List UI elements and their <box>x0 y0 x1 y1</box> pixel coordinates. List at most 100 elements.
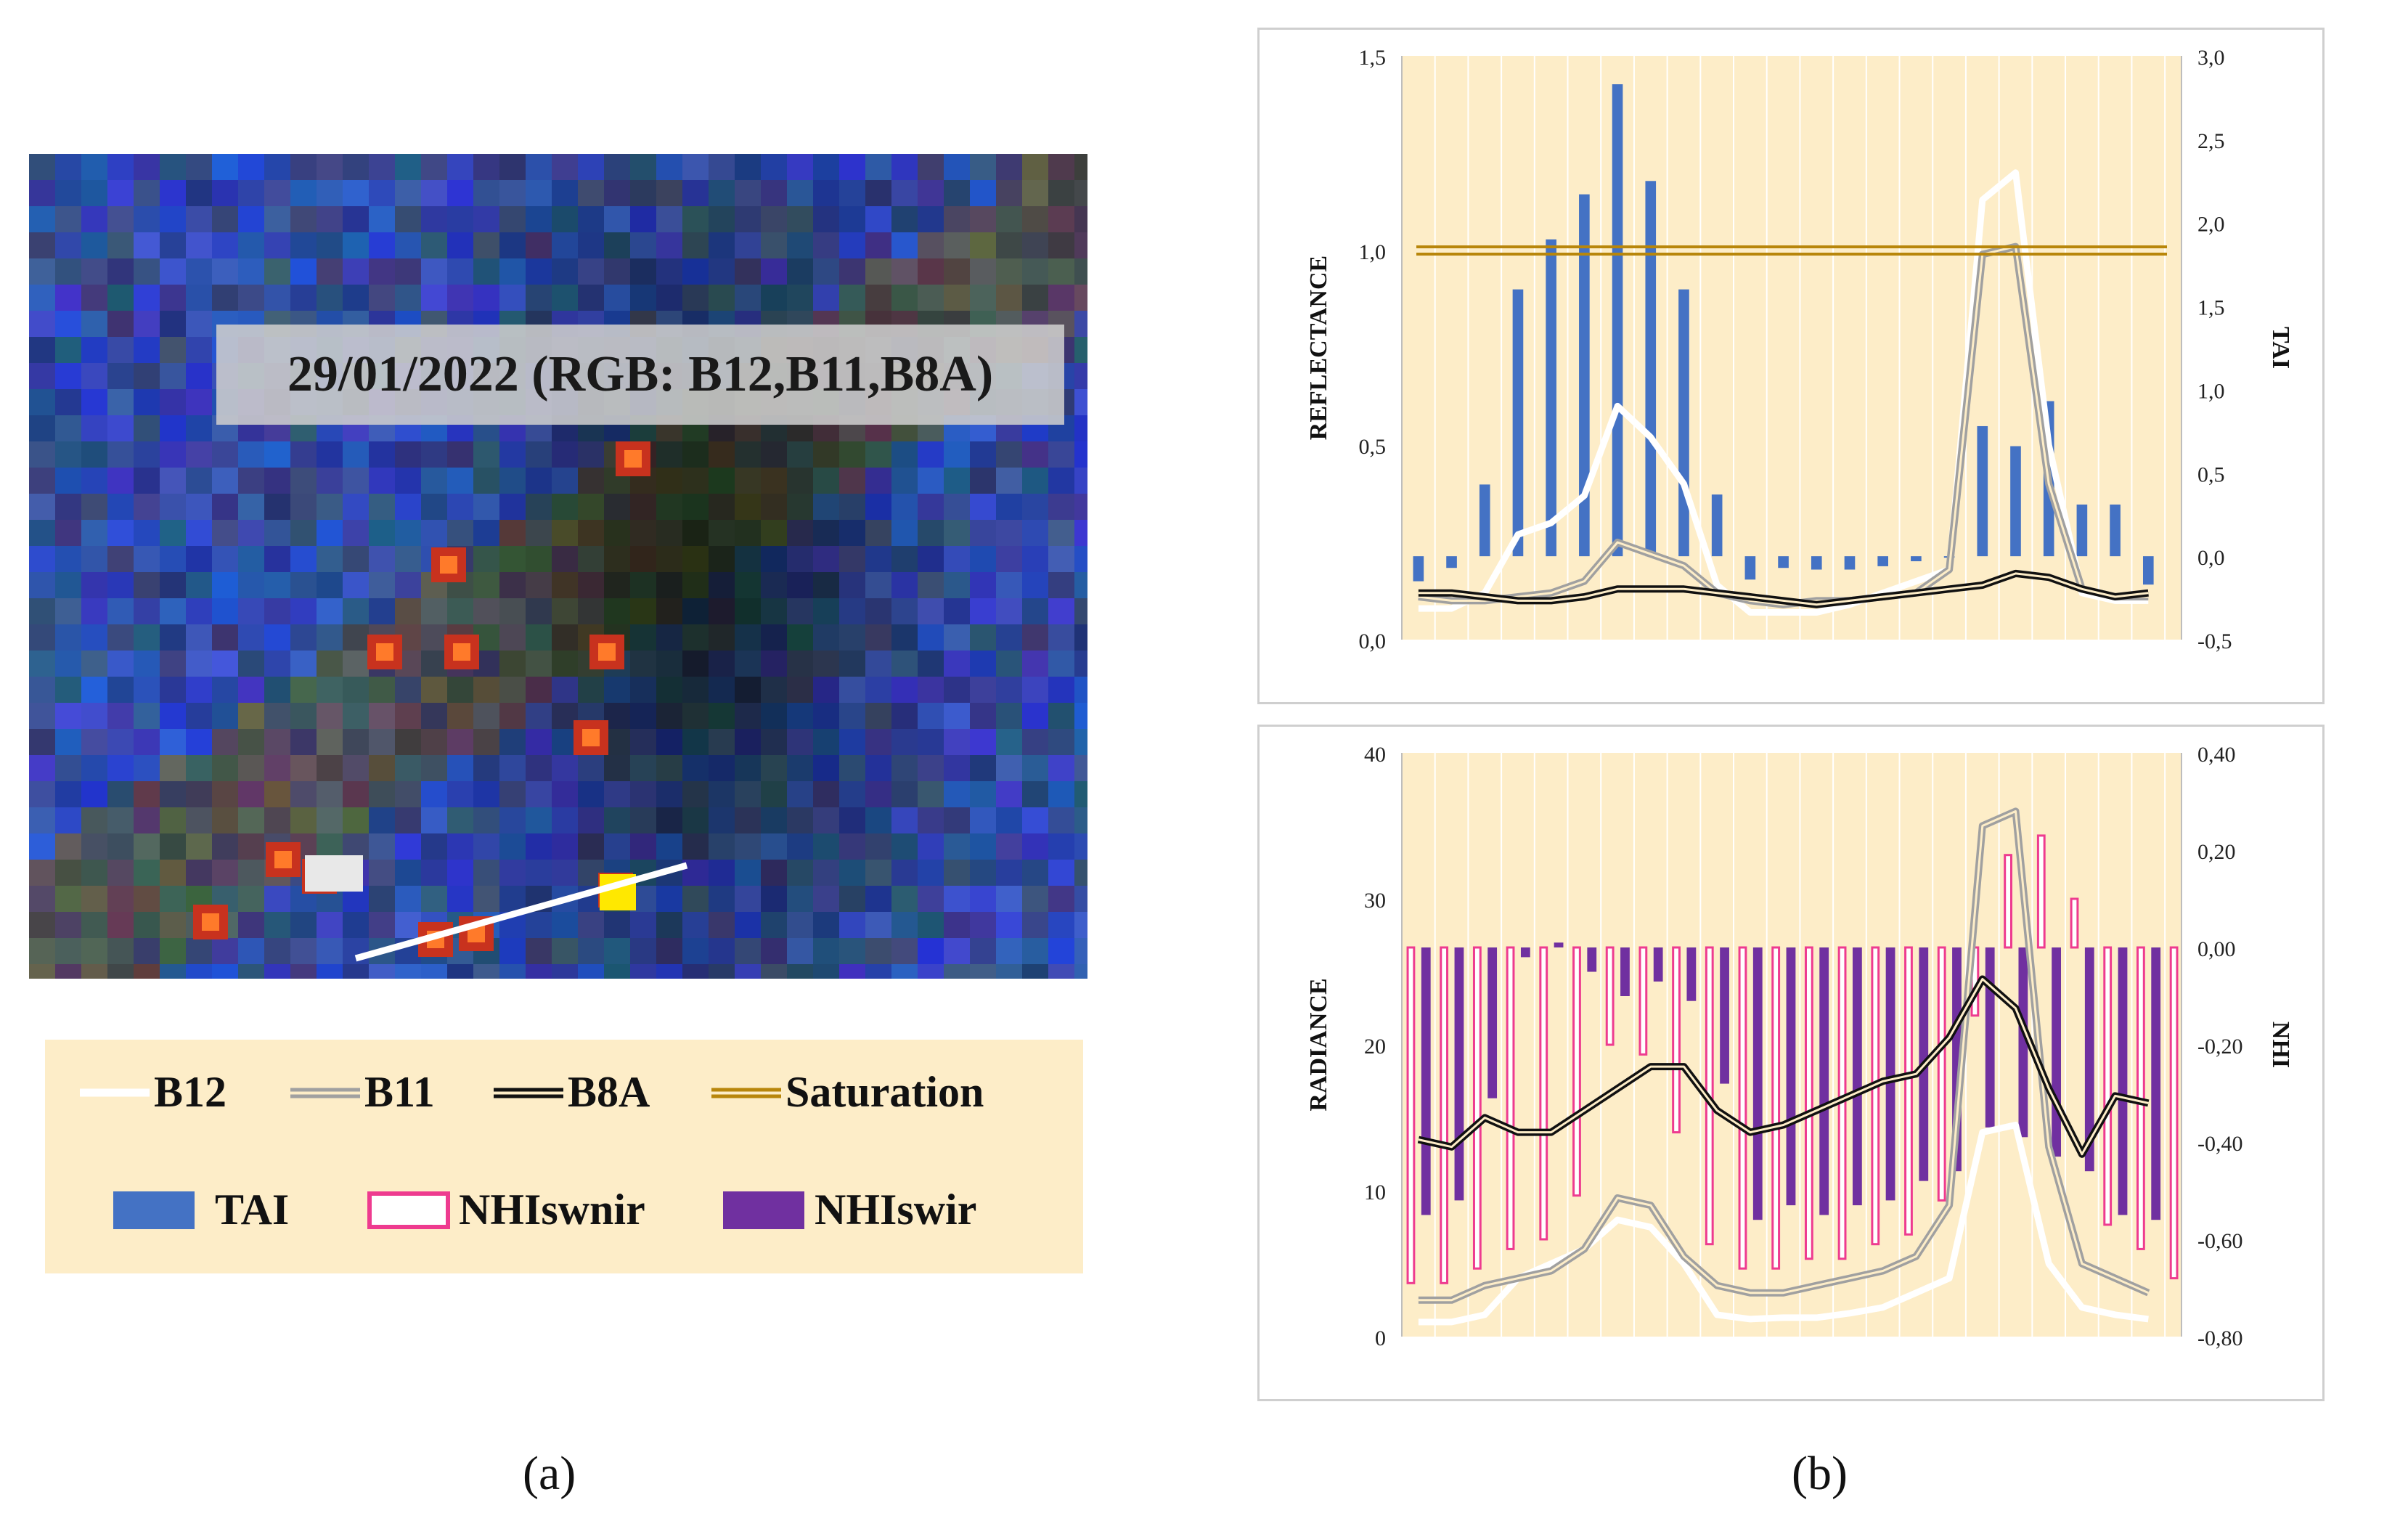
satellite-pixel <box>970 964 996 979</box>
satellite-pixel <box>421 624 447 651</box>
legend-item-b8a: B8A <box>488 1067 650 1117</box>
bar-nhiswnir <box>1506 946 1515 1250</box>
satellite-pixel <box>499 677 526 703</box>
satellite-pixel <box>1022 755 1048 781</box>
satellite-pixel <box>238 598 264 624</box>
satellite-pixel <box>134 389 160 415</box>
satellite-pixel <box>552 598 578 624</box>
satellite-pixel <box>186 572 212 598</box>
satellite-pixel <box>761 624 787 651</box>
satellite-pixel <box>839 494 865 520</box>
satellite-pixel <box>186 232 212 258</box>
satellite-pixel <box>264 807 290 833</box>
satellite-pixel <box>447 468 473 494</box>
satellite-pixel <box>1048 206 1074 232</box>
satellite-pixel <box>134 415 160 441</box>
bar-nhiswnir <box>1804 946 1813 1260</box>
satellite-pixel <box>578 180 604 206</box>
satellite-pixel <box>709 206 735 232</box>
satellite-pixel <box>735 206 761 232</box>
series-line-b12 <box>1418 1122 2149 1326</box>
satellite-pixel <box>1074 337 1087 363</box>
satellite-pixel <box>996 624 1022 651</box>
satellite-pixel <box>578 494 604 520</box>
satellite-pixel <box>944 886 970 912</box>
satellite-pixel <box>578 964 604 979</box>
satellite-pixel <box>865 598 891 624</box>
satellite-pixel <box>709 494 735 520</box>
satellite-pixel <box>970 232 996 258</box>
satellite-pixel <box>735 494 761 520</box>
bar-nhiswir <box>1819 947 1829 1215</box>
bar-nhiswnir <box>1672 946 1681 1134</box>
satellite-pixel <box>578 520 604 546</box>
satellite-pixel <box>290 624 317 651</box>
satellite-pixel <box>813 520 839 546</box>
satellite-pixel <box>421 285 447 311</box>
satellite-pixel <box>630 206 656 232</box>
satellite-pixel <box>839 677 865 703</box>
left-tick-label: 1,0 <box>1359 240 1387 264</box>
bar-tai <box>1479 484 1490 557</box>
satellite-pixel <box>421 677 447 703</box>
satellite-pixel <box>735 755 761 781</box>
satellite-pixel <box>604 572 630 598</box>
satellite-pixel <box>526 703 552 729</box>
bar-nhiswir <box>1686 947 1697 1001</box>
satellite-pixel <box>160 494 186 520</box>
satellite-pixel <box>578 755 604 781</box>
satellite-pixel <box>682 703 709 729</box>
satellite-pixel <box>709 807 735 833</box>
satellite-pixel <box>447 598 473 624</box>
satellite-pixel <box>369 441 395 468</box>
satellite-pixel <box>473 180 499 206</box>
satellite-pixel <box>395 833 421 860</box>
satellite-pixel <box>343 546 369 572</box>
satellite-pixel <box>395 886 421 912</box>
satellite-pixel <box>630 755 656 781</box>
satellite-pixel <box>160 572 186 598</box>
satellite-pixel <box>160 258 186 285</box>
satellite-pixel <box>996 677 1022 703</box>
satellite-pixel <box>891 494 918 520</box>
satellite-pixel <box>395 729 421 755</box>
satellite-pixel <box>238 860 264 886</box>
satellite-pixel <box>1048 938 1074 964</box>
satellite-pixel <box>996 206 1022 232</box>
satellite-pixel <box>81 703 107 729</box>
satellite-pixel <box>343 912 369 938</box>
satellite-pixel <box>317 494 343 520</box>
satellite-pixel <box>552 651 578 677</box>
satellite-pixel <box>1074 258 1087 285</box>
satellite-pixel <box>107 677 134 703</box>
satellite-pixel <box>107 441 134 468</box>
satellite-pixel <box>787 285 813 311</box>
satellite-pixel <box>604 258 630 285</box>
satellite-pixel <box>499 232 526 258</box>
satellite-pixel <box>81 494 107 520</box>
satellite-pixel <box>134 964 160 979</box>
satellite-pixel <box>944 729 970 755</box>
satellite-pixel <box>499 258 526 285</box>
satellite-pixel <box>29 860 55 886</box>
satellite-pixel <box>787 180 813 206</box>
satellite-pixel <box>212 651 238 677</box>
satellite-pixel <box>499 154 526 180</box>
satellite-pixel <box>552 912 578 938</box>
satellite-pixel <box>813 180 839 206</box>
satellite-pixel <box>134 311 160 337</box>
left-tick-label: 10 <box>1364 1181 1386 1204</box>
satellite-pixel <box>604 938 630 964</box>
satellite-pixel <box>264 206 290 232</box>
satellite-pixel <box>891 154 918 180</box>
legend-swatch-b8a <box>494 1088 563 1098</box>
satellite-pixel <box>552 154 578 180</box>
satellite-pixel <box>891 781 918 807</box>
satellite-pixel <box>865 154 891 180</box>
satellite-pixel <box>473 964 499 979</box>
satellite-pixel <box>656 468 682 494</box>
bar-nhiswnir <box>1572 946 1581 1197</box>
satellite-pixel <box>160 729 186 755</box>
satellite-pixel <box>813 258 839 285</box>
satellite-pixel <box>1022 285 1048 311</box>
